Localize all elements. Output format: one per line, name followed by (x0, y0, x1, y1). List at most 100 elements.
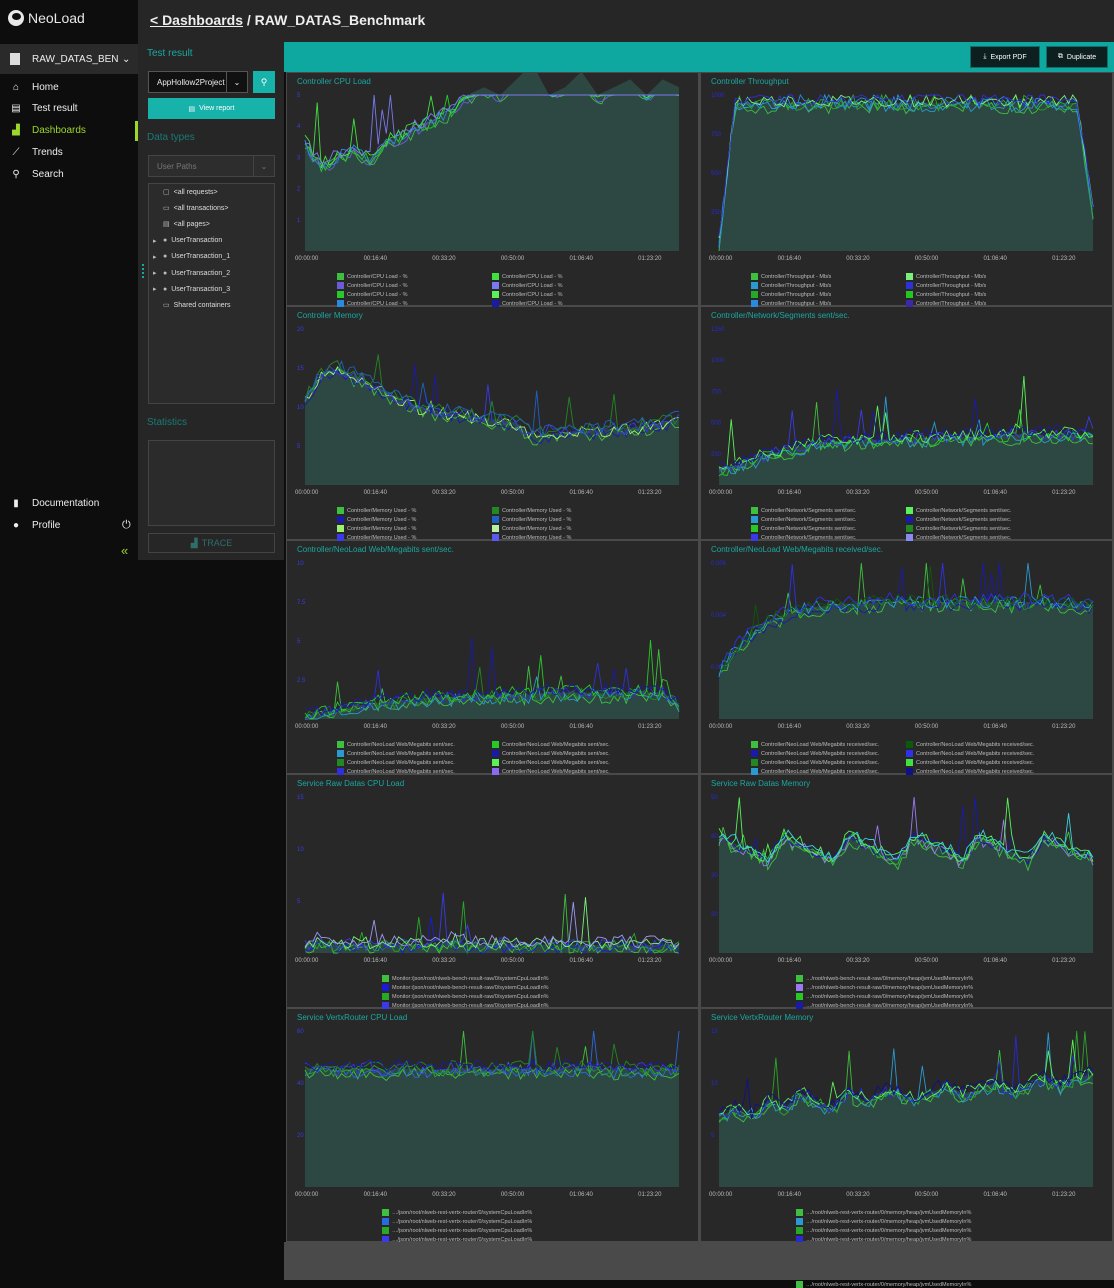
legend-item[interactable]: Controller/Memory Used - % (337, 534, 416, 541)
legend-item[interactable]: Controller/CPU Load - % (492, 300, 563, 307)
legend-item[interactable]: Controller/NeoLoad Web/Megabits received… (906, 759, 1034, 766)
legend-item[interactable]: Controller/Memory Used - % (492, 516, 571, 523)
tree-item[interactable]: ▭ Shared containers (153, 301, 230, 310)
chart-panel[interactable]: Controller/Network/Segments sent/sec. 125… (701, 307, 1112, 541)
legend-item[interactable]: Monitor:/json/root/nlweb-bench-result-ra… (382, 984, 549, 991)
legend-item[interactable]: Controller/Memory Used - % (492, 525, 571, 532)
legend-item[interactable]: Controller/Throughput - Mb/s (751, 273, 831, 280)
expand-caret-icon[interactable]: ▸ (153, 253, 157, 261)
legend-item[interactable]: Controller/Memory Used - % (337, 516, 416, 523)
legend-item[interactable]: Controller/Memory Used - % (492, 534, 571, 541)
legend-item[interactable]: …/root/nlweb-bench-result-raw/0/memory/h… (796, 993, 973, 1000)
logout-power-icon[interactable]: ⏻ (122, 519, 131, 531)
legend-item[interactable]: Controller/CPU Load - % (492, 273, 563, 280)
legend-item[interactable]: …/root/nlweb-rest-vertx-router/0/memory/… (796, 1236, 971, 1243)
legend-item[interactable]: Controller/NeoLoad Web/Megabits sent/sec… (492, 768, 610, 775)
breadcrumb-dashboards-link[interactable]: < Dashboards (150, 12, 243, 28)
tree-item[interactable]: ▸ ● UserTransaction (153, 237, 222, 245)
legend-item[interactable]: Controller/CPU Load - % (492, 282, 563, 289)
legend-item[interactable]: …/root/nlweb-rest-vertx-router/0/memory/… (796, 1209, 971, 1216)
legend-item[interactable]: Controller/CPU Load - % (337, 282, 408, 289)
legend-item[interactable]: Controller/Network/Segments sent/sec. (751, 507, 856, 514)
nav-item-dashboards[interactable]: ▟ Dashboards (10, 125, 86, 136)
legend-item[interactable]: Controller/Memory Used - % (492, 507, 571, 514)
legend-item[interactable]: Controller/Throughput - Mb/s (751, 291, 831, 298)
legend-item[interactable]: Controller/NeoLoad Web/Megabits sent/sec… (492, 759, 610, 766)
legend-item[interactable]: Controller/Throughput - Mb/s (906, 273, 986, 280)
legend-item[interactable]: …/json/root/nlweb-rest-vertx-router/0/sy… (382, 1209, 532, 1216)
nav-item-trends[interactable]: ⟋ Trends (10, 147, 63, 158)
legend-item[interactable]: …/root/nlweb-bench-result-raw/0/memory/h… (796, 1002, 973, 1009)
nav-item-profile[interactable]: ● Profile (10, 520, 60, 531)
chart-panel[interactable]: Controller/NeoLoad Web/Megabits sent/sec… (287, 541, 698, 775)
panel-resize-handle[interactable] (142, 264, 147, 278)
chart-panel[interactable]: Service VertxRouter Memory 15 10 5 00:00:00 0… (701, 1009, 1112, 1288)
chart-panel[interactable]: Service Raw Datas CPU Load 15 10 5 00:00:00 0… (287, 775, 698, 1045)
tree-item[interactable]: ▸ ● UserTransaction_2 (153, 269, 230, 278)
legend-item[interactable]: Monitor:/json/root/nlweb-bench-result-ra… (382, 975, 549, 982)
tree-item[interactable]: ▸ ● UserTransaction_3 (153, 285, 230, 294)
legend-item[interactable]: Controller/Network/Segments sent/sec. (906, 516, 1011, 523)
collapse-sidebar-icon[interactable]: « (121, 543, 129, 558)
legend-item[interactable]: Controller/Network/Segments sent/sec. (751, 525, 856, 532)
legend-item[interactable]: Controller/Network/Segments sent/sec. (906, 525, 1011, 532)
chart-panel[interactable]: Controller Throughput 1000 750 500 250 00:00:… (701, 73, 1112, 307)
export-pdf-button[interactable]: ⤓ Export PDF (970, 46, 1040, 68)
chart-panel[interactable]: Controller Memory 20 15 10 5 00:00:00 00:16:40… (287, 307, 698, 541)
nav-item-search[interactable]: ⚲ Search (10, 169, 63, 180)
legend-item[interactable]: Controller/Memory Used - % (337, 525, 416, 532)
legend-item[interactable]: Controller/CPU Load - % (337, 273, 408, 280)
expand-caret-icon[interactable]: ▸ (153, 286, 157, 294)
view-report-button[interactable]: ▤ View report (148, 98, 275, 119)
legend-item[interactable]: Controller/NeoLoad Web/Megabits sent/sec… (492, 741, 610, 748)
chart-panel[interactable]: Controller/NeoLoad Web/Megabits received… (701, 541, 1112, 775)
legend-item[interactable]: …/root/nlweb-bench-result-raw/0/memory/h… (796, 984, 973, 991)
legend-item[interactable]: Controller/Throughput - Mb/s (906, 300, 986, 307)
legend-item[interactable]: Controller/NeoLoad Web/Megabits received… (751, 768, 879, 775)
nav-item-documentation[interactable]: ▮ Documentation (10, 498, 99, 509)
legend-item[interactable]: …/json/root/nlweb-rest-vertx-router/0/sy… (382, 1236, 532, 1243)
legend-item[interactable]: Controller/Throughput - Mb/s (751, 300, 831, 307)
legend-item[interactable]: …/root/nlweb-bench-result-raw/0/memory/h… (796, 975, 973, 982)
legend-item[interactable]: Monitor:/json/root/nlweb-bench-result-ra… (382, 993, 549, 1000)
legend-item[interactable]: Controller/NeoLoad Web/Megabits sent/sec… (337, 759, 455, 766)
nav-item-test-result[interactable]: ▤ Test result (10, 103, 77, 114)
legend-item[interactable]: Controller/NeoLoad Web/Megabits received… (751, 741, 879, 748)
legend-item[interactable]: Controller/Throughput - Mb/s (751, 282, 831, 289)
legend-item[interactable]: Controller/NeoLoad Web/Megabits received… (751, 750, 879, 757)
legend-item[interactable]: …/root/nlweb-rest-vertx-router/0/memory/… (796, 1218, 971, 1225)
legend-item[interactable]: Controller/Throughput - Mb/s (906, 291, 986, 298)
data-types-select[interactable]: User Paths ⌄ (148, 155, 275, 177)
legend-item[interactable]: …/root/nlweb-rest-vertx-router/0/memory/… (796, 1227, 971, 1234)
search-test-result-button[interactable]: ⚲ (253, 71, 275, 93)
tree-item[interactable]: ▭ <all transactions> (153, 204, 229, 213)
test-result-select[interactable]: AppHollow2Project ⌄ (148, 71, 248, 93)
legend-item[interactable]: …/json/root/nlweb-rest-vertx-router/0/sy… (382, 1218, 532, 1225)
trace-button[interactable]: ▟ TRACE (148, 533, 275, 553)
neoload-logo[interactable]: NeoLoad (8, 10, 85, 26)
legend-item[interactable]: Controller/NeoLoad Web/Megabits received… (906, 768, 1034, 775)
legend-item[interactable]: Controller/NeoLoad Web/Megabits sent/sec… (337, 741, 455, 748)
tree-item[interactable]: ▸ ● UserTransaction_1 (153, 253, 230, 261)
legend-item[interactable]: Controller/NeoLoad Web/Megabits received… (906, 741, 1034, 748)
legend-item[interactable]: Monitor:/json/root/nlweb-bench-result-ra… (382, 1002, 549, 1009)
legend-item[interactable]: Controller/NeoLoad Web/Megabits received… (751, 759, 879, 766)
tree-item[interactable]: ▤ <all pages> (153, 220, 210, 229)
tree-item[interactable]: ▢ <all requests> (153, 188, 218, 197)
legend-item[interactable]: Controller/Throughput - Mb/s (906, 282, 986, 289)
nav-item-home[interactable]: ⌂ Home (10, 82, 59, 93)
legend-item[interactable]: Controller/NeoLoad Web/Megabits received… (906, 750, 1034, 757)
legend-item[interactable]: Controller/CPU Load - % (492, 291, 563, 298)
legend-item[interactable]: Controller/CPU Load - % (337, 300, 408, 307)
legend-item[interactable]: …/root/nlweb-rest-vertx-router/0/memory/… (796, 1281, 971, 1288)
legend-item[interactable]: Controller/Network/Segments sent/sec. (751, 516, 856, 523)
chart-panel[interactable]: Service VertxRouter CPU Load 60 40 20 00:00:… (287, 1009, 698, 1279)
legend-item[interactable]: Controller/NeoLoad Web/Megabits sent/sec… (337, 750, 455, 757)
legend-item[interactable]: Controller/Network/Segments sent/sec. (751, 534, 856, 541)
legend-item[interactable]: Controller/NeoLoad Web/Megabits sent/sec… (492, 750, 610, 757)
expand-caret-icon[interactable]: ▸ (153, 237, 157, 245)
chart-panel[interactable]: Service Raw Datas Memory 50 40 30 20 00:00:00… (701, 775, 1112, 1045)
project-selector[interactable]: RAW_DATAS_BENCHMARK ⌄ (0, 44, 138, 74)
duplicate-button[interactable]: ⧉ Duplicate (1046, 46, 1108, 68)
legend-item[interactable]: Controller/CPU Load - % (337, 291, 408, 298)
